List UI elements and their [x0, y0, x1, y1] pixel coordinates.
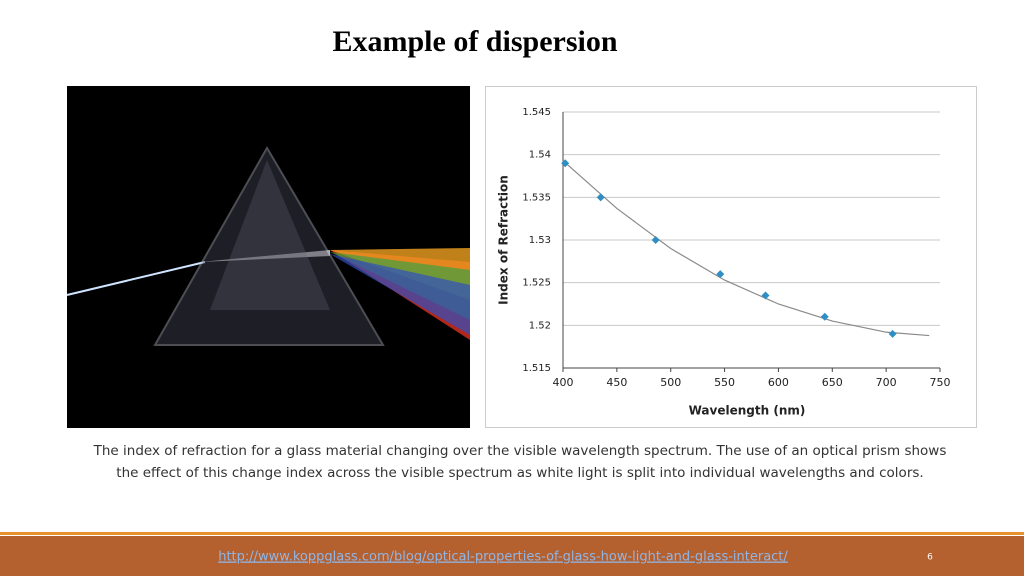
x-tick-label: 700: [876, 376, 897, 389]
data-point: [716, 270, 725, 279]
footer-link[interactable]: http://www.koppglass.com/blog/optical-pr…: [218, 550, 788, 565]
y-tick-label: 1.515: [522, 363, 551, 374]
data-point: [761, 291, 770, 300]
y-tick-label: 1.535: [522, 192, 551, 203]
x-tick-label: 450: [606, 376, 627, 389]
x-tick-label: 400: [553, 376, 574, 389]
data-point: [651, 236, 660, 244]
footer-stripe: [0, 532, 1024, 535]
x-tick-label: 600: [768, 376, 789, 389]
page-number: 6: [927, 553, 933, 563]
y-tick-label: 1.54: [529, 150, 551, 161]
x-tick-label: 550: [714, 376, 735, 389]
footer-band: [0, 536, 1024, 576]
y-tick-label: 1.53: [529, 235, 551, 246]
caption-line: The index of refraction for a glass mate…: [93, 443, 947, 459]
prism-image: [66, 86, 470, 428]
data-point: [820, 312, 829, 321]
x-axis-label: Wavelength (nm): [689, 404, 806, 418]
y-tick-label: 1.52: [529, 320, 551, 331]
data-point: [596, 193, 605, 202]
trend-line: [562, 160, 930, 337]
caption-line: the effect of this change index across t…: [116, 465, 923, 481]
slide-title: Example of dispersion: [332, 25, 617, 58]
y-tick-label: 1.525: [522, 278, 551, 289]
data-point: [888, 329, 897, 338]
y-tick-label: 1.545: [522, 107, 551, 118]
x-tick-label: 650: [822, 376, 843, 389]
chart-panel: Wavelength (nm) Index of Refraction: [485, 86, 977, 428]
y-axis-label: Index of Refraction: [497, 175, 511, 305]
x-tick-label: 750: [930, 376, 951, 389]
x-tick-label: 500: [660, 376, 681, 389]
data-point: [561, 159, 570, 168]
